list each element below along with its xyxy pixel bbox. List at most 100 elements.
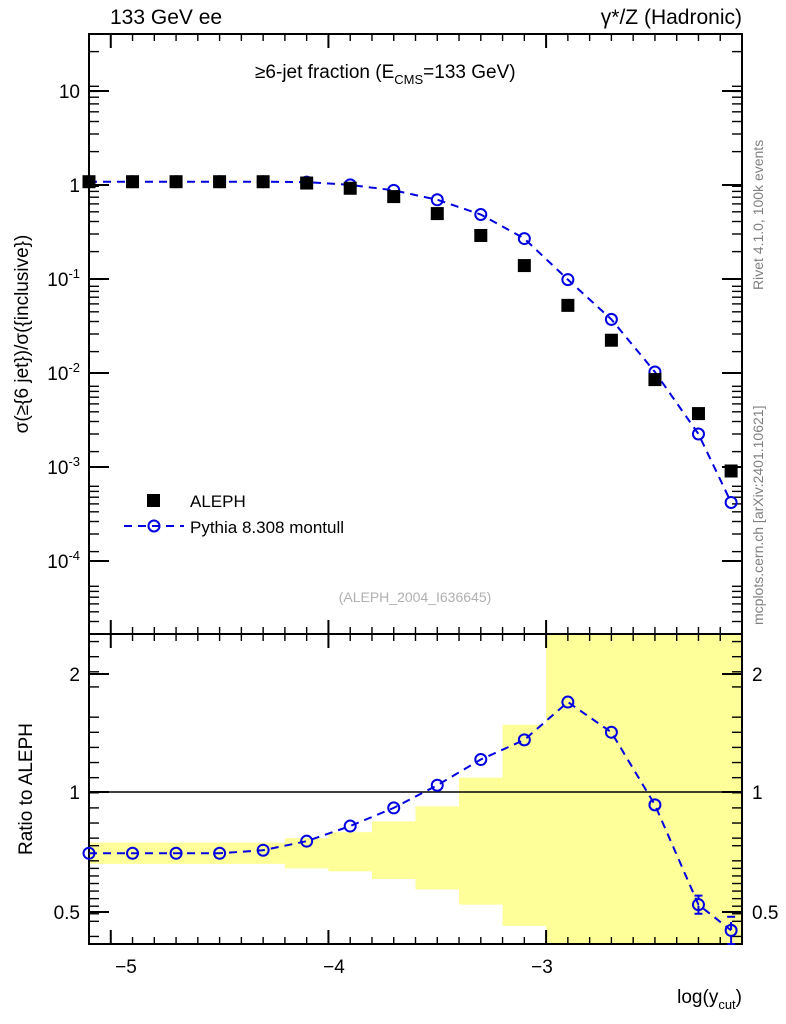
ratio-mc-marker — [343, 819, 357, 833]
mc-marker — [691, 427, 705, 441]
data-marker — [474, 228, 488, 242]
ratio-band-outer — [89, 634, 742, 944]
data-marker — [724, 464, 738, 478]
main-ytick-4-exp: -2 — [68, 360, 80, 375]
main-ytick-1: 10 — [59, 82, 80, 103]
ratio-mc-marker — [648, 798, 662, 812]
x-axis-label: log(ycut) — [677, 987, 742, 1012]
ratio-panel: Ratio to ALEPH 2 2 1 1 0.5 0.5 −5 −4 −3 … — [16, 633, 779, 1012]
ratio-mc-marker — [724, 923, 738, 937]
ratio-ytick-05: 0.5 — [54, 903, 80, 924]
x-axis-label-sub: cut — [718, 997, 736, 1012]
x-axis-label-tail: ) — [736, 987, 742, 1008]
ratio-bands — [89, 634, 742, 944]
ratio-y-minor-ticks — [89, 640, 742, 938]
header-left: 133 GeV ee — [110, 6, 222, 29]
watermark: (ALEPH_2004_I636645) — [339, 589, 492, 605]
x-axis-labels: −5 −4 −3 — [115, 957, 553, 978]
main-x-ticks — [88, 34, 743, 634]
data-marker — [256, 175, 270, 189]
ratio-ytick-1-right: 1 — [752, 783, 763, 804]
main-title-tail: =133 GeV) — [423, 62, 515, 83]
header-right: γ*/Z (Hadronic) — [601, 6, 742, 29]
mc-marker — [724, 495, 738, 509]
main-ytick-3-exp: -1 — [68, 266, 80, 281]
ratio-mc-marker — [300, 834, 314, 848]
data-marker — [126, 175, 140, 189]
mc-marker — [517, 232, 531, 246]
xtick--5: −5 — [115, 957, 137, 978]
ratio-ylabel: Ratio to ALEPH — [16, 723, 37, 855]
ratio-mc-marker — [126, 846, 140, 860]
ratio-mc-marker — [517, 733, 531, 747]
data-marker — [691, 407, 705, 421]
ratio-mc-marker — [604, 725, 618, 739]
mc-marker — [474, 208, 488, 222]
ratio-mc-marker — [430, 778, 444, 792]
data-marker — [387, 190, 401, 204]
main-ytick-4: 10 — [47, 364, 68, 385]
ratio-mc-marker — [691, 898, 705, 912]
main-ytick-5: 10 — [47, 458, 68, 479]
mc-marker — [430, 193, 444, 207]
svg-text:10-3: 10-3 — [47, 454, 80, 479]
ratio-ytick-2-right: 2 — [752, 665, 763, 686]
ratio-mc-marker — [256, 843, 270, 857]
ratio-mc-marker — [82, 846, 96, 860]
svg-text:10-2: 10-2 — [47, 360, 80, 385]
legend-label-aleph: ALEPH — [190, 492, 246, 511]
main-ylabel: σ(≥{6 jet})/σ({inclusive}) — [12, 235, 33, 434]
ratio-mc-marker — [213, 846, 227, 860]
ratio-mc-marker — [474, 753, 488, 767]
main-series-data — [82, 175, 738, 478]
ratio-mc-marker — [387, 801, 401, 815]
main-panel: σ(≥{6 jet})/σ({inclusive}) ≥6-jet fracti… — [12, 33, 743, 635]
main-y-minor-ticks — [89, 33, 742, 635]
main-title: ≥6-jet fraction (ECMS=133 GeV) — [255, 62, 516, 87]
data-marker — [430, 207, 444, 221]
svg-text:≥6-jet fraction (ECMS=133 GeV): ≥6-jet fraction (ECMS=133 GeV) — [255, 62, 516, 87]
data-marker — [648, 373, 662, 387]
ratio-series-mc — [82, 695, 738, 945]
data-marker — [604, 333, 618, 347]
main-title-head: ≥6-jet fraction (E — [255, 62, 394, 83]
mc-marker — [561, 273, 575, 287]
main-ytick-6-exp: -4 — [68, 548, 80, 563]
data-marker — [169, 175, 183, 189]
ratio-mc-marker — [561, 695, 575, 709]
data-marker — [517, 259, 531, 273]
legend-label-pythia: Pythia 8.308 montull — [190, 518, 344, 537]
xtick--3: −3 — [531, 957, 553, 978]
data-marker — [561, 298, 575, 312]
side-text-bottom: mcplots.cern.ch [arXiv:2401.10621] — [750, 406, 766, 625]
svg-text:10-4: 10-4 — [47, 548, 80, 573]
main-title-sub: CMS — [394, 72, 423, 87]
ratio-x-ticks — [88, 634, 743, 944]
legend-marker-aleph — [147, 494, 160, 507]
main-plot-frame — [88, 33, 743, 635]
mc-line — [89, 180, 733, 503]
ratio-ytick-1: 1 — [69, 783, 80, 804]
ratio-ytick-05-right: 0.5 — [752, 903, 778, 924]
main-ytick-3: 10 — [47, 270, 68, 291]
main-y-ticks: 10 1 10-1 10-2 10-3 10-4 — [47, 82, 742, 573]
legend: ALEPH Pythia 8.308 montull — [124, 492, 344, 537]
side-text-top: Rivet 4.1.0, 100k events — [750, 140, 766, 290]
data-marker — [343, 181, 357, 195]
data-marker — [213, 175, 227, 189]
main-series-mc — [82, 175, 738, 509]
x-axis-label-head: log(y — [677, 987, 719, 1008]
mc-marker — [604, 312, 618, 326]
svg-text:10-1: 10-1 — [47, 266, 80, 291]
data-marker — [82, 175, 96, 189]
ratio-mc-line — [89, 700, 732, 932]
data-marker — [300, 176, 314, 190]
ratio-ytick-2: 2 — [69, 665, 80, 686]
xtick--4: −4 — [323, 957, 345, 978]
main-ytick-5-exp: -3 — [68, 454, 80, 469]
main-ytick-6: 10 — [47, 552, 68, 573]
ratio-y-ticks: 2 2 1 1 0.5 0.5 — [54, 665, 779, 924]
ratio-mc-marker — [169, 846, 183, 860]
main-ytick-2: 1 — [69, 176, 80, 197]
